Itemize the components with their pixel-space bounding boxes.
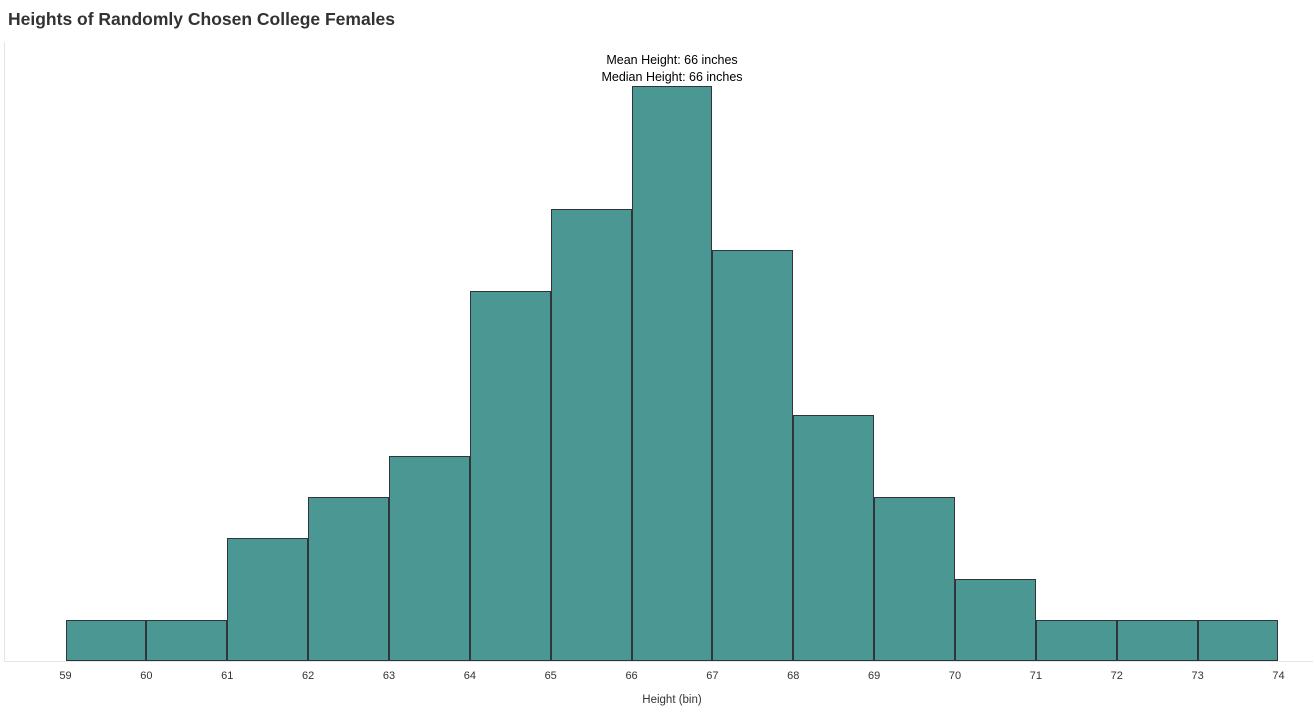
histogram-bar-65-66[interactable]	[550, 209, 632, 661]
x-tick-label-64: 64	[463, 670, 476, 682]
x-tick-label-68: 68	[787, 670, 800, 682]
mean-median-annotation: Mean Height: 66 inches Median Height: 66…	[601, 52, 742, 86]
histogram-bar-71-72[interactable]	[1035, 619, 1117, 661]
histogram-bar-70-71[interactable]	[955, 578, 1036, 661]
plot-left-border	[4, 42, 5, 661]
x-axis-title: Height (bin)	[642, 694, 702, 706]
histogram-bar-69-70[interactable]	[874, 496, 956, 661]
histogram-bar-61-62[interactable]	[227, 537, 309, 661]
histogram-bar-66-67[interactable]	[631, 86, 713, 661]
histogram-bar-72-73[interactable]	[1116, 619, 1198, 661]
annotation-median-line: Median Height: 66 inches	[601, 70, 743, 84]
x-tick-label-73: 73	[1191, 670, 1204, 682]
x-axis-line	[4, 661, 1313, 662]
x-tick-label-59: 59	[59, 670, 72, 682]
histogram-bar-62-63[interactable]	[308, 496, 389, 661]
histogram-bar-67-68[interactable]	[712, 250, 794, 661]
histogram-bar-59-60[interactable]	[65, 619, 147, 661]
x-tick-label-63: 63	[382, 670, 396, 682]
histogram-bar-63-64[interactable]	[388, 455, 470, 661]
x-tick-label-74: 74	[1272, 670, 1285, 682]
chart-title: Heights of Randomly Chosen College Femal…	[8, 9, 396, 29]
x-tick-label-67: 67	[706, 670, 719, 682]
x-tick-label-62: 62	[301, 670, 315, 682]
x-tick-label-69: 69	[868, 670, 881, 682]
x-tick-label-72: 72	[1110, 670, 1123, 682]
annotation-mean-line: Mean Height: 66 inches	[606, 53, 738, 67]
histogram-bar-60-61[interactable]	[146, 619, 228, 661]
x-tick-label-66: 66	[625, 670, 638, 682]
histogram-bar-68-69[interactable]	[793, 414, 875, 661]
x-tick-label-71: 71	[1029, 670, 1043, 682]
histogram-bar-73-74[interactable]	[1197, 619, 1279, 661]
x-tick-label-70: 70	[948, 670, 962, 682]
x-tick-label-60: 60	[140, 670, 153, 682]
x-tick-label-65: 65	[544, 670, 557, 682]
histogram-bar-64-65[interactable]	[469, 291, 551, 661]
x-tick-label-61: 61	[221, 670, 234, 682]
